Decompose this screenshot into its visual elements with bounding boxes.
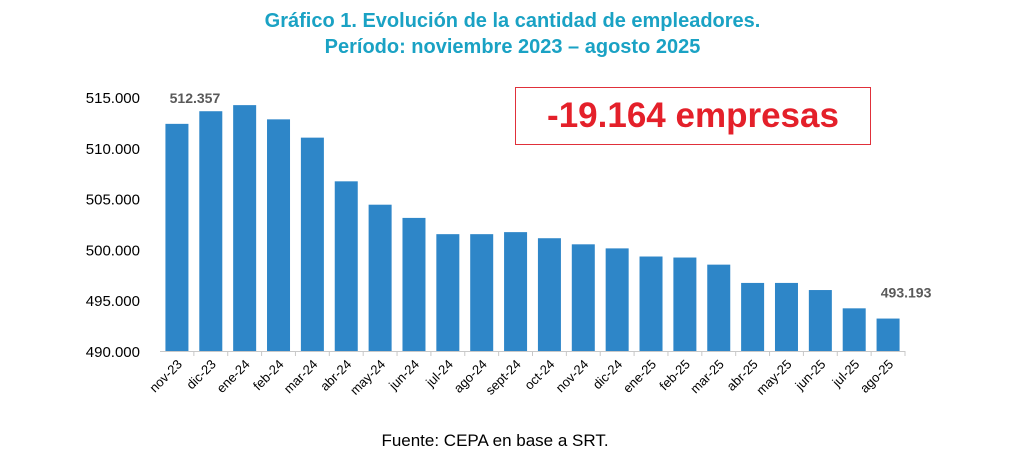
x-tick-label: nov-24 xyxy=(553,357,592,396)
x-tick-label: nov-23 xyxy=(146,357,185,396)
bar-sept-24 xyxy=(504,232,528,351)
bar-jul-24 xyxy=(436,234,460,351)
x-tick-label: ago-25 xyxy=(857,357,896,396)
x-tick-label: mar-24 xyxy=(281,357,321,397)
callout-box: -19.164 empresas xyxy=(515,87,871,145)
y-tick-label: 490.000 xyxy=(86,344,140,361)
y-tick-label: 500.000 xyxy=(86,242,140,259)
callout-text: -19.164 empresas xyxy=(547,96,839,135)
x-tick-label: feb-24 xyxy=(250,357,287,394)
x-tick-label: ene-25 xyxy=(620,357,659,396)
bar-may-24 xyxy=(368,204,392,351)
bar-oct-24 xyxy=(537,238,561,351)
bar-jun-24 xyxy=(402,217,426,351)
x-tick-label: ene-24 xyxy=(214,357,253,396)
bar-nov-23 xyxy=(165,123,189,352)
y-tick-label: 495.000 xyxy=(86,293,140,310)
bar-dic-24 xyxy=(605,248,629,351)
x-tick-label: dic-24 xyxy=(590,357,626,393)
x-tick-label: may-25 xyxy=(753,357,794,398)
bar-feb-25 xyxy=(673,257,697,351)
y-tick-label: 510.000 xyxy=(86,141,140,158)
x-tick-label: jun-24 xyxy=(385,357,422,394)
bar-abr-24 xyxy=(334,181,358,351)
data-label-ago-25: 493.193 xyxy=(881,285,932,301)
source-note: Fuente: CEPA en base a SRT. xyxy=(381,431,609,450)
bar-ago-24 xyxy=(470,234,494,351)
bar-jun-25 xyxy=(808,290,832,351)
x-tick-label: mar-25 xyxy=(687,357,727,397)
bar-may-25 xyxy=(774,282,798,351)
bar-dic-23 xyxy=(199,111,223,351)
bar-jul-25 xyxy=(842,308,866,351)
bar-abr-25 xyxy=(741,282,765,351)
bar-ene-25 xyxy=(639,256,663,351)
y-tick-label: 505.000 xyxy=(86,192,140,209)
x-tick-label: jun-25 xyxy=(792,357,829,394)
x-tick-label: sept-24 xyxy=(482,357,523,398)
x-tick-label: oct-24 xyxy=(521,357,557,393)
bar-mar-25 xyxy=(707,264,731,351)
x-tick-label: dic-23 xyxy=(183,357,219,393)
y-tick-label: 515.000 xyxy=(86,90,140,107)
chart-title-line2: Período: noviembre 2023 – agosto 2025 xyxy=(324,36,701,58)
chart-title-line1: Gráfico 1. Evolución de la cantidad de e… xyxy=(264,10,761,32)
bar-nov-24 xyxy=(571,244,595,351)
x-tick-label: feb-25 xyxy=(656,357,693,394)
bar-mar-24 xyxy=(300,137,324,351)
bar-ago-25 xyxy=(876,318,900,351)
bar-ene-24 xyxy=(233,105,257,352)
x-tick-label: may-24 xyxy=(347,357,388,398)
data-label-nov-23: 512.357 xyxy=(170,90,221,106)
bar-feb-24 xyxy=(267,119,291,352)
